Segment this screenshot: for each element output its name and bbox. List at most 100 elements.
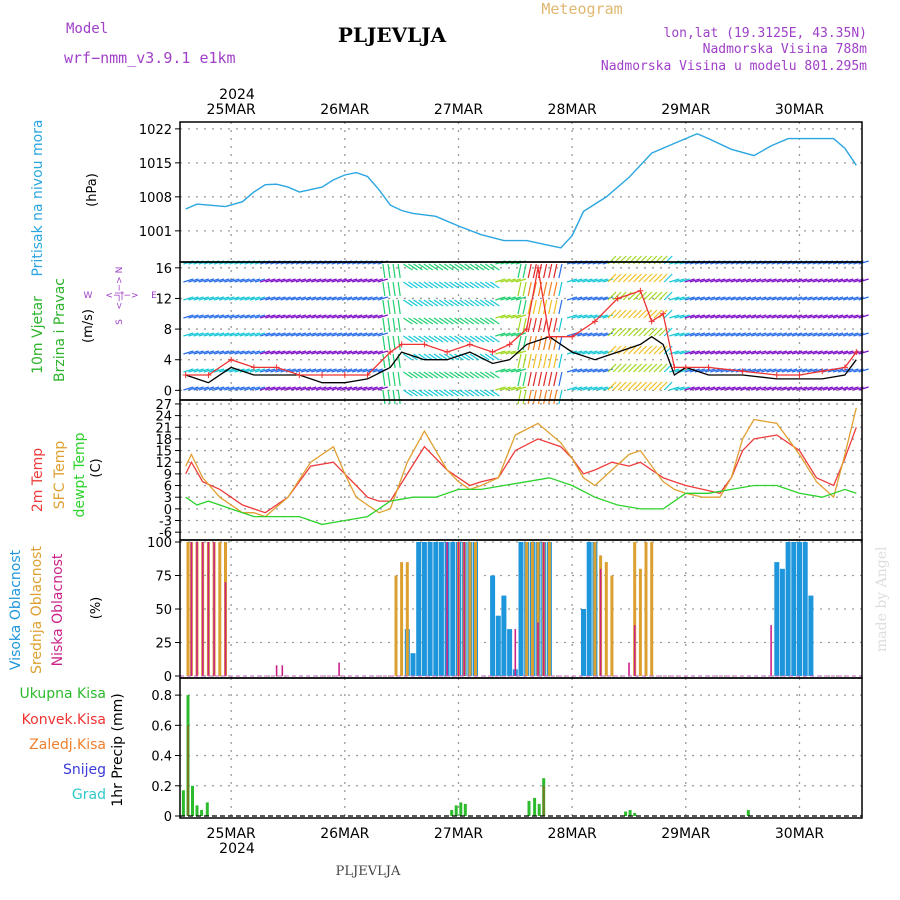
wind-barb — [827, 314, 839, 319]
cloud-bar — [463, 542, 465, 676]
wind-barb — [336, 368, 348, 373]
wind-barb — [704, 278, 716, 283]
wind-barb — [720, 278, 731, 283]
cloud-bar — [218, 542, 222, 676]
wind-barb — [797, 314, 808, 319]
wind-barb — [239, 350, 250, 355]
wind-barb — [699, 350, 711, 355]
wind-barb — [249, 296, 261, 301]
wind-barb — [730, 314, 741, 319]
wind-barb — [311, 386, 322, 391]
wind-barb — [771, 368, 782, 373]
y-tick-label: 0.4 — [151, 750, 172, 765]
wind-barb — [341, 332, 353, 337]
wind-barb — [812, 314, 823, 319]
wind-barb — [331, 386, 342, 391]
wind-barb — [254, 314, 266, 319]
temp-unit: (C) — [89, 458, 104, 477]
wind-barb — [597, 386, 608, 391]
wind-barb — [781, 368, 793, 373]
wind-barb — [592, 368, 603, 373]
wind-barb — [532, 263, 537, 279]
wind-barb — [311, 368, 322, 373]
wind-barb — [776, 350, 787, 355]
wind-barb — [622, 273, 632, 283]
wind-barb — [239, 296, 250, 301]
wind-barb — [633, 381, 642, 391]
y-tick-label: -3 — [159, 515, 172, 530]
wind-gust-marker — [739, 368, 746, 375]
wind-gust-line — [185, 267, 857, 376]
cloud-bar — [186, 542, 190, 676]
wind-barb — [403, 371, 413, 379]
wind-barb — [710, 278, 721, 283]
wind-barb — [382, 335, 386, 351]
wind-barb — [510, 332, 521, 337]
wind-barb — [577, 314, 588, 319]
wind-barb — [438, 263, 449, 271]
wind-barb — [771, 386, 782, 391]
wind-barb — [653, 291, 663, 301]
temp-title-dewpt: dewpt Temp — [72, 432, 88, 517]
wind-barb — [566, 314, 578, 319]
cloud-bar — [400, 562, 404, 676]
wind-barb — [797, 386, 808, 391]
wind-barb — [832, 314, 844, 319]
wind-barb — [572, 368, 583, 373]
wind-barb — [653, 273, 663, 283]
wind-barb — [633, 363, 642, 373]
wind-barb — [837, 386, 849, 391]
wind-barb — [484, 353, 495, 361]
wind-barb — [592, 296, 603, 301]
panel-frame — [179, 677, 863, 819]
wind-barb — [428, 335, 439, 343]
wind-barb — [704, 296, 716, 301]
wind-barb — [203, 296, 215, 301]
wind-barb — [653, 345, 663, 355]
wind-barb — [643, 345, 653, 355]
wind-title-1: 10m Vjetar — [30, 296, 46, 374]
wind-barb — [715, 332, 726, 337]
wind-barb — [464, 299, 475, 307]
wind-barb — [265, 296, 276, 301]
wind-barb — [771, 350, 782, 355]
cloud-bar — [394, 575, 398, 676]
wind-barb — [812, 332, 823, 337]
wind-barb — [259, 332, 271, 337]
wind-barb — [515, 386, 527, 391]
wind-barb — [517, 281, 522, 297]
wind-barb — [858, 332, 869, 337]
wind-barb — [622, 327, 632, 337]
wind-barb — [517, 299, 522, 315]
temp-line-2 — [185, 477, 857, 526]
wind-barb — [306, 332, 317, 337]
wind-barb — [306, 350, 317, 355]
precip-legend-item: Ukupna Kisa — [19, 686, 106, 702]
wind-barb — [684, 332, 695, 337]
wind-barb — [224, 278, 235, 283]
wind-barb — [704, 368, 716, 373]
top-day-label: 27MAR — [434, 102, 483, 118]
wind-barb — [316, 314, 327, 319]
wind-barb — [280, 350, 291, 355]
wind-barb — [336, 350, 348, 355]
wind-barb — [280, 278, 291, 283]
wind-barb — [331, 350, 342, 355]
wind-barb — [219, 278, 230, 283]
wind-barb — [208, 296, 220, 301]
wind-barb — [510, 296, 521, 301]
wind-barb — [357, 386, 368, 391]
cloud-bar — [628, 662, 630, 676]
wind-barb — [438, 371, 449, 379]
wind-barb — [239, 332, 250, 337]
wind-barb — [766, 368, 777, 373]
wind-barb — [612, 309, 622, 319]
wind-barb — [587, 332, 598, 337]
compass-w: W — [84, 291, 93, 301]
wind-barb — [684, 386, 695, 391]
wind-barb — [510, 368, 521, 373]
wind-barb — [679, 278, 690, 283]
chart-panels: 10011008101510220481216-6-30369121518212… — [139, 121, 869, 825]
wind-barb — [346, 314, 358, 319]
wind-barb — [479, 281, 490, 289]
